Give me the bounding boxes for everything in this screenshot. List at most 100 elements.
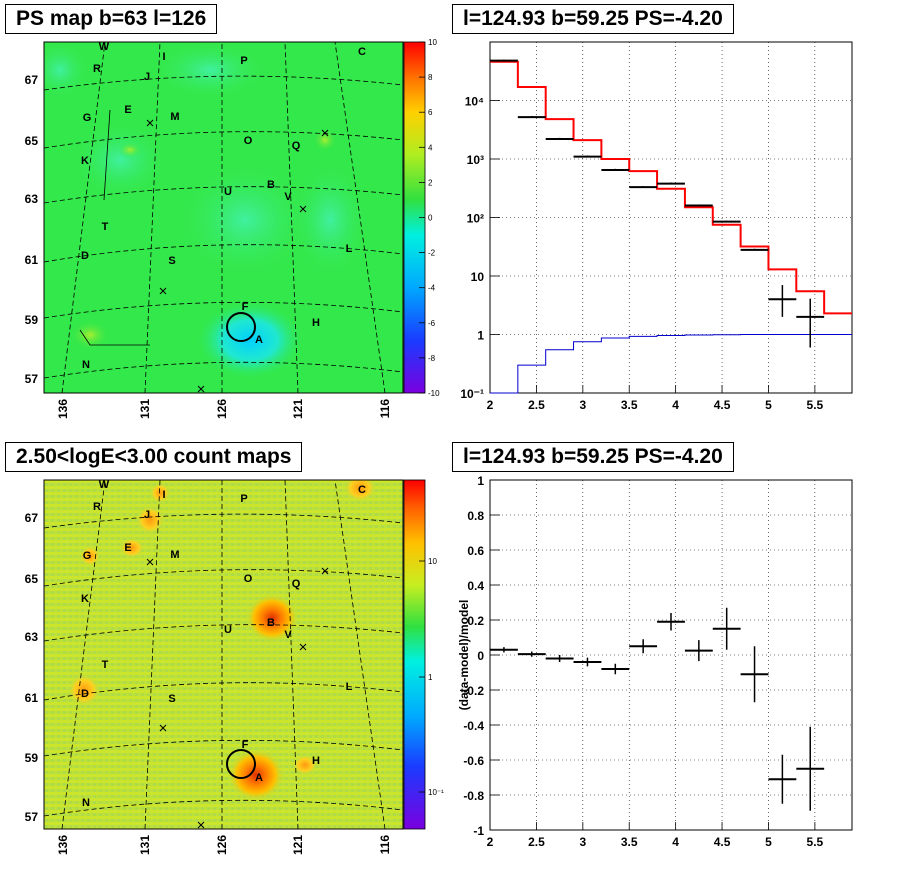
ps-map-panel: W I C R J P E M G O Q K U BV T L D S F A H N 67 65 63 61 59 57 136… [25,38,440,419]
ps-model-histogram [490,334,852,394]
source-label: E [124,104,131,116]
colorbar-tick-label: 0 [428,214,433,223]
source-label: F [242,739,249,751]
spectrum-x-tick-label: 3 [579,398,586,412]
lat-tick-label: 67 [25,511,39,525]
source-label: D [81,688,89,700]
residual-x-tick-label: 5 [765,835,772,849]
spectrum-data-point [768,285,797,317]
source-label: S [168,255,175,267]
residual-x-tick-label: 2 [487,835,494,849]
source-label: L [346,243,353,255]
residual-x-tick-label: 2.5 [528,835,545,849]
residual-y-tick-label: -0.4 [463,719,484,733]
source-label: H [312,755,320,767]
lat-tick-label: 57 [25,810,39,824]
lon-tick-label: 116 [378,399,392,419]
spectrum-data-point [517,115,546,119]
source-label: S [168,693,175,705]
source-label: D [81,250,89,262]
residual-y-axis-label: (data-model)/model [457,600,471,711]
colorbar-tick-label: 1 [428,673,433,682]
spectrum-data-point [629,186,658,189]
residual-series [490,607,825,811]
source-label: G [83,112,92,124]
source-label: K [81,593,89,605]
source-label: W [99,479,110,491]
source-label: G [83,550,92,562]
count-map-title: 2.50<logE<3.00 count maps [5,442,303,472]
residual-y-tick-label: 0.6 [467,544,484,558]
source-label: C [358,484,366,496]
lon-tick-label: 126 [215,835,229,855]
residual-data-point [601,663,630,675]
residual-y-tick-label: -0.8 [463,789,484,803]
spectrum-series [490,59,852,394]
ps-map-source-labels: W I C R J P E M G O Q K U BV T L D S F A H N [81,41,366,371]
spectrum-y-tick-label: 10³ [467,153,484,167]
residual-x-ticks: 2 2.5 3 3.5 4 4.5 5 5.5 [487,835,824,849]
spectrum-data-point [545,137,574,140]
spectrum-y-tick-label: 10² [467,212,484,226]
ps-map-lat-ticks: 67 65 63 61 59 57 [25,73,39,386]
spectrum-data-point [796,298,825,348]
source-label: A [255,334,263,346]
residual-x-tick-label: 3.5 [621,835,638,849]
residual-y-tick-label: -0.6 [463,754,484,768]
lon-tick-label: 116 [378,835,392,855]
source-label: H [312,317,320,329]
spectrum-x-tick-label: 3.5 [621,398,638,412]
source-label: V [284,629,292,641]
source-label: A [255,772,263,784]
colorbar-tick-label: -10 [428,389,440,398]
source-label: I [162,51,165,63]
spectrum-title: l=124.93 b=59.25 PS=-4.20 [452,4,734,34]
spectrum-data-point [490,59,518,62]
lat-tick-label: 63 [25,192,39,206]
colorbar-tick-label: -8 [428,354,436,363]
lat-tick-label: 65 [25,572,39,586]
count-map-panel: W I C R J P E M G O Q K U BV T L D S F A H N 67 65 63 61 59 57 136… [25,479,444,855]
residual-data-point [684,640,713,662]
colorbar-tick-label: 2 [428,178,433,187]
spectrum-x-tick-label: 5 [765,398,772,412]
ps-map-colorbar-ticks: 10 8 6 4 2 0 -2 -4 -6 -8 -10 [419,38,440,398]
residual-x-tick-label: 4.5 [714,835,731,849]
residual-y-tick-label: 0 [477,649,484,663]
colorbar-tick-label: 6 [428,108,433,117]
source-label: W [99,41,110,53]
source-label: T [102,659,109,671]
colorbar-tick-label: -2 [428,249,436,258]
source-label: M [170,549,179,561]
source-label: U [224,624,232,636]
source-label: J [144,509,150,521]
residual-y-tick-label: -1 [473,824,484,838]
colorbar-tick-label: 4 [428,143,433,152]
lat-tick-label: 59 [25,313,39,327]
spectrum-x-tick-label: 4 [672,398,679,412]
lat-tick-label: 57 [25,372,39,386]
source-label: F [242,301,249,313]
residual-data-point [573,657,602,667]
spectrum-data-point [712,220,741,223]
spectrum-x-tick-label: 5.5 [807,398,824,412]
spectrum-panel: 2 2.5 3 3.5 4 4.5 5 5.5 10⁻¹ 1 10 10² 10³ 10⁴ [460,41,853,412]
residual-y-ticks: 1 0.8 0.6 0.4 0.2 0 -0.2 -0.4 -0.6 -0.8 -1 [463,474,484,838]
residual-x-tick-label: 5.5 [807,835,824,849]
source-label: Q [292,578,301,590]
spectrum-data-point [740,248,769,251]
lon-tick-label: 121 [291,835,305,855]
lon-tick-label: 126 [215,399,229,419]
spectrum-data-point [684,204,713,207]
source-label: T [102,221,109,233]
count-map-source-labels: W I C R J P E M G O Q K U BV T L D S F A H N [81,479,366,809]
spectrum-data-point [573,155,602,158]
source-label: C [358,46,366,58]
lat-tick-label: 65 [25,134,39,148]
residual-y-tick-label: 0.4 [467,579,484,593]
spectrum-y-tick-label: 1 [477,329,484,343]
lon-tick-label: 136 [56,835,70,855]
source-label: P [240,493,247,505]
total-model-histogram [490,60,852,315]
